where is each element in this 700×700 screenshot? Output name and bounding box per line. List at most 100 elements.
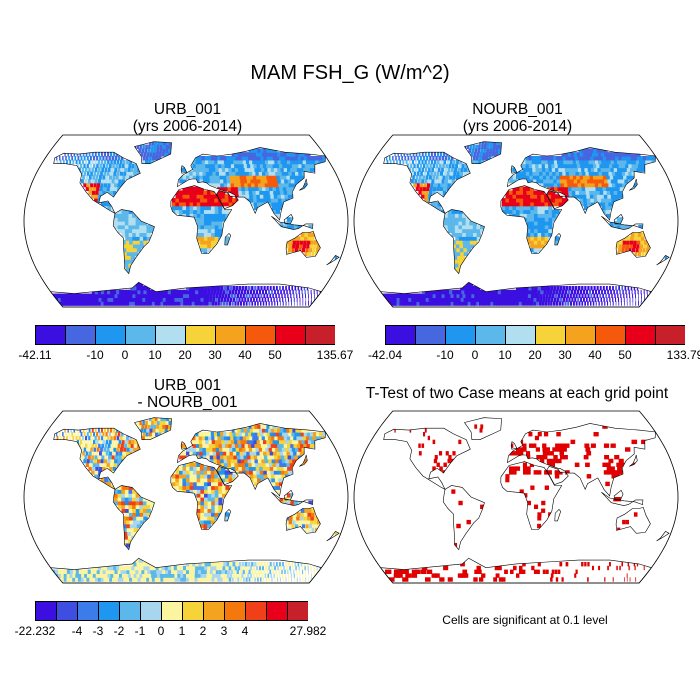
colorbar-box — [475, 325, 505, 345]
figure-title: MAM FSH_G (W/m^2) — [250, 62, 450, 84]
coastline-antarctica — [379, 557, 652, 584]
coastline-japan — [629, 454, 638, 467]
coastline-namerica — [383, 151, 471, 215]
coastline-australia — [615, 507, 651, 534]
colorbar-tick-label: -42.11 — [18, 348, 52, 362]
colorbar-tick-label: 2 — [199, 624, 207, 638]
colorbar-2: -42.04 -10 0 10 20 30 40 50 133.79 — [368, 325, 700, 362]
colorbar-box — [140, 601, 161, 621]
colorbar-tick-label: 40 — [588, 348, 602, 362]
colorbar-box — [224, 601, 245, 621]
colorbar-box — [56, 601, 77, 621]
colorbar-tick-label: -3 — [92, 624, 104, 638]
colorbar-box — [185, 325, 215, 345]
coastline-britain — [510, 165, 518, 174]
globe-outline — [353, 410, 679, 584]
panel-1-title-line2: (yrs 2006-2014) — [132, 118, 243, 135]
panel-4-title: T-Test of two Case means at each grid po… — [352, 385, 682, 402]
coastline-madagascar — [224, 232, 232, 246]
colorbar-tick-label: 0 — [471, 348, 479, 362]
colorbar-tick-label: 50 — [268, 348, 282, 362]
colorbar-box — [275, 325, 305, 345]
coastline-nz — [656, 531, 670, 542]
panel-2-title: NOURB_001 (yrs 2006-2014) — [355, 101, 680, 135]
colorbar-tick-label: -1 — [134, 624, 146, 638]
colorbar-box — [77, 601, 98, 621]
coastline-madagascar — [554, 508, 562, 522]
coastline-britain — [180, 441, 188, 450]
colorbar-box — [625, 325, 655, 345]
panel-2-title-line1: NOURB_001 — [472, 101, 563, 118]
colorbar-tick-label: -42.04 — [367, 348, 403, 362]
coastline-borneo — [283, 213, 294, 225]
colorbar-box — [415, 325, 445, 345]
colorbar-box — [182, 601, 203, 621]
coastline-borneo — [283, 489, 294, 501]
panel-1-title: URB_001 (yrs 2006-2014) — [25, 101, 350, 135]
coastline-africa — [500, 461, 563, 530]
significance-note: Cells are significant at 0.1 level — [442, 613, 608, 627]
colorbar-box — [565, 325, 595, 345]
colorbar-3: -22.232 -4 -3 -2 -1 0 1 2 3 4 27.982 — [15, 601, 326, 638]
panel-1-title-line1: URB_001 — [153, 101, 222, 118]
panel-2-title-line2: (yrs 2006-2014) — [462, 118, 573, 135]
coastline-borneo — [613, 489, 624, 501]
coastline-namerica — [383, 427, 471, 491]
colorbar-box — [125, 325, 155, 345]
coastline-japan — [299, 454, 308, 467]
coastline-antarctica — [379, 281, 652, 308]
coastline-japan — [299, 178, 308, 191]
colorbar-box — [203, 601, 224, 621]
colorbar-tick-label: 0 — [121, 348, 129, 362]
coastline-nz — [326, 255, 340, 266]
coastline-madagascar — [224, 508, 232, 522]
panel-4-map — [353, 410, 679, 584]
coastline-samerica — [442, 485, 485, 551]
colorbar-box — [98, 601, 119, 621]
coastline-namerica — [53, 151, 141, 215]
panel-3-title-line1: URB_001 — [153, 377, 222, 394]
colorbar-tick-label: -4 — [71, 624, 83, 638]
colorbar-tick-label: 30 — [558, 348, 572, 362]
coastline-africa — [500, 185, 563, 254]
colorbar-box — [35, 601, 56, 621]
colorbar-tick-label: 0 — [157, 624, 165, 638]
colorbar-tick-label: 10 — [148, 348, 162, 362]
coastline-australia — [615, 231, 651, 258]
colorbar-box — [95, 325, 125, 345]
coastline-arabia — [216, 466, 239, 485]
colorbar-box — [119, 601, 140, 621]
coastline-greenland — [464, 417, 502, 440]
panel-2-map — [353, 134, 679, 308]
coastline-antarctica — [49, 281, 322, 308]
panel-3-title: URB_001 - NOURB_001 — [25, 377, 350, 411]
coastline-arabia — [216, 190, 239, 209]
colorbar-box — [287, 601, 308, 621]
colorbar-tick-label: 50 — [618, 348, 632, 362]
colorbar-tick-label: -10 — [436, 348, 454, 362]
coastline-australia — [285, 231, 321, 258]
coastline-eurasia — [507, 423, 656, 497]
coastline-samerica — [112, 209, 155, 275]
colorbar-tick-label: 3 — [220, 624, 228, 638]
coastline-britain — [180, 165, 188, 174]
colorbar-tick-label: 20 — [178, 348, 192, 362]
colorbar-box — [266, 601, 287, 621]
coastline-eurasia — [507, 147, 656, 221]
colorbar-box — [245, 601, 266, 621]
colorbar-tick-label: 135.67 — [316, 348, 354, 362]
coastline-britain — [510, 441, 518, 450]
coastline-greenland — [464, 141, 502, 164]
colorbar-tick-label: -2 — [113, 624, 125, 638]
colorbar-box — [385, 325, 415, 345]
colorbar-tick-label: 4 — [241, 624, 249, 638]
coastline-japan — [629, 178, 638, 191]
coastline-eurasia — [177, 423, 326, 497]
panel-4-title-line1: T-Test of two Case means at each grid po… — [365, 385, 669, 402]
colorbar-box — [155, 325, 185, 345]
coastline-africa — [170, 185, 233, 254]
colorbar-tick-label: 133.79 — [666, 348, 700, 362]
colorbar-tick-label: -22.232 — [14, 624, 56, 638]
colorbar-tick-label: -10 — [86, 348, 104, 362]
coastline-nz — [326, 531, 340, 542]
